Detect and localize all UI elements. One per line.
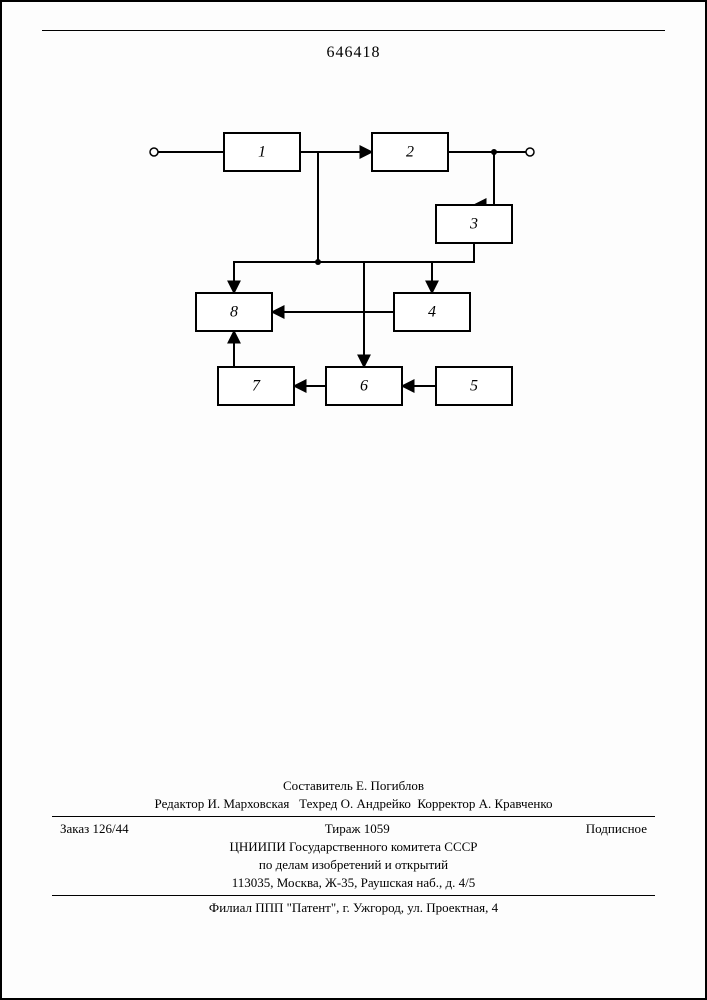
org2: по делам изобретений и открытий: [52, 857, 655, 873]
tirazh: Тираж 1059: [325, 821, 390, 837]
block-2-label: 2: [406, 144, 414, 161]
junction-0: [491, 149, 497, 155]
terminal-out: [526, 148, 534, 156]
block-8-label: 8: [230, 304, 238, 321]
edge-tee-8: [234, 262, 318, 293]
footer-rule-1: [52, 816, 655, 817]
address1: 113035, Москва, Ж-35, Раушская наб., д. …: [52, 875, 655, 891]
edge-1-tee: [300, 152, 318, 262]
edge-dot_out-3: [474, 152, 494, 205]
editor-line: Редактор И. Марховская Техред О. Андрейк…: [52, 796, 655, 812]
block-7-label: 7: [252, 378, 261, 395]
branch: Филиал ППП "Патент", г. Ужгород, ул. Про…: [52, 900, 655, 916]
terminal-in: [150, 148, 158, 156]
block-5-label: 5: [470, 378, 478, 395]
block-diagram: 1 2 3 4 5 6 7 8: [122, 102, 562, 432]
edge-3-4: [432, 243, 474, 293]
editor: Редактор И. Марховская: [155, 796, 290, 811]
diagram-svg: 1 2 3 4 5 6 7 8: [122, 102, 562, 432]
footer-block: Составитель Е. Погиблов Редактор И. Марх…: [52, 776, 655, 918]
corrector: Корректор А. Кравченко: [417, 796, 552, 811]
order: Заказ 126/44: [60, 821, 129, 837]
compiler-line: Составитель Е. Погиблов: [52, 778, 655, 794]
edge-tee-6: [318, 262, 364, 367]
page: 646418 1 2 3 4 5 6 7 8 Составитель Е. Погиблов …: [0, 0, 707, 1000]
block-6-label: 6: [360, 378, 368, 395]
tech: Техред О. Андрейко: [299, 796, 411, 811]
podpisnoe: Подписное: [586, 821, 647, 837]
top-rule: [42, 30, 665, 31]
document-number: 646418: [2, 44, 705, 62]
block-3-label: 3: [469, 216, 478, 233]
footer-rule-2: [52, 895, 655, 896]
block-1-label: 1: [258, 144, 266, 161]
block-4-label: 4: [428, 304, 436, 321]
junction-1: [315, 259, 321, 265]
order-line: Заказ 126/44 Тираж 1059 Подписное: [52, 821, 655, 837]
org1: ЦНИИПИ Государственного комитета СССР: [52, 839, 655, 855]
